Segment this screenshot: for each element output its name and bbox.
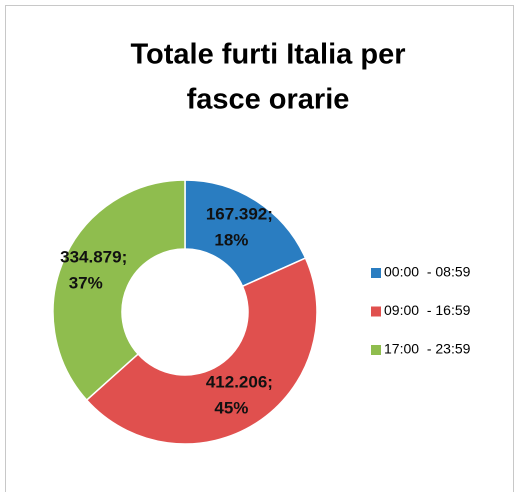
donut-slice	[52, 179, 186, 402]
donut-slice	[85, 257, 318, 445]
legend-label: 17:00 - 23:59	[384, 341, 471, 357]
chart-title: Totale furti Italia per	[130, 39, 405, 71]
legend-label: 00:00 - 08:59	[384, 264, 471, 280]
chart-border	[5, 5, 514, 492]
data-label: 45%	[214, 398, 248, 417]
chart-title: fasce orarie	[187, 84, 350, 116]
legend-swatch	[371, 306, 381, 317]
legend-label: 09:00 - 16:59	[384, 302, 471, 318]
data-label: 334.879;	[60, 248, 127, 267]
data-label: 37%	[69, 274, 103, 293]
data-label: 167.392;	[206, 205, 273, 224]
data-label: 18%	[214, 231, 248, 250]
legend-swatch	[371, 268, 381, 278]
data-label: 412.206;	[206, 372, 273, 391]
legend-swatch	[371, 345, 381, 355]
donut-slice	[184, 179, 307, 288]
